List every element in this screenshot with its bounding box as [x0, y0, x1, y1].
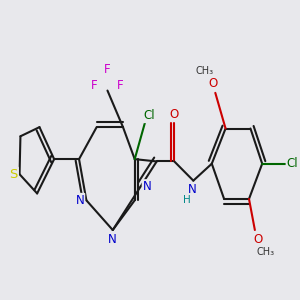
Text: CH₃: CH₃ [196, 66, 214, 76]
Text: S: S [10, 168, 18, 181]
Text: N: N [76, 194, 84, 207]
Text: N: N [143, 180, 152, 193]
Text: Cl: Cl [144, 109, 155, 122]
Text: F: F [116, 80, 123, 92]
Text: O: O [253, 233, 262, 246]
Text: N: N [108, 233, 117, 246]
Text: N: N [188, 183, 196, 196]
Text: F: F [91, 80, 98, 92]
Text: O: O [208, 77, 218, 90]
Text: F: F [104, 64, 111, 76]
Text: CH₃: CH₃ [257, 247, 275, 257]
Text: H: H [183, 195, 191, 205]
Text: O: O [170, 108, 179, 121]
Text: Cl: Cl [286, 157, 298, 170]
